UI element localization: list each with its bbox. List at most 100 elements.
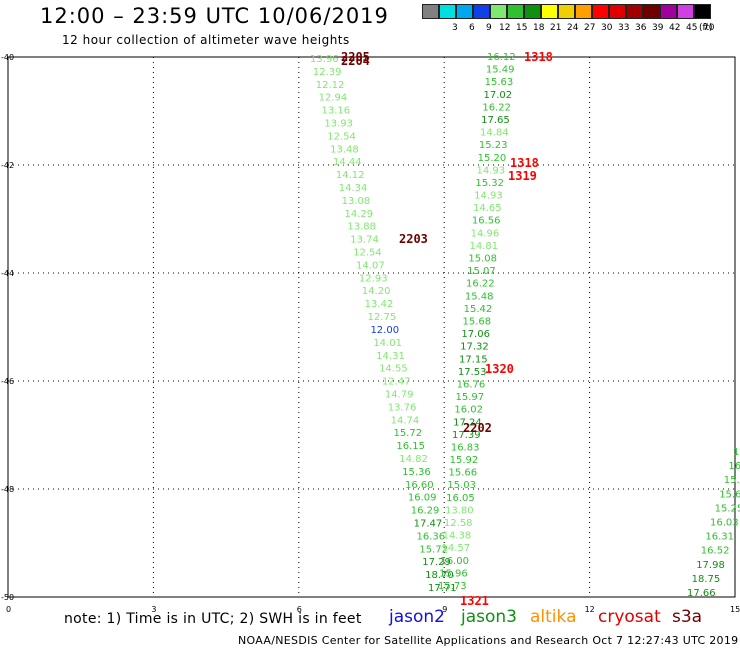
wave-height-value: 14.12 (336, 170, 365, 181)
wave-height-value: 13.16 (322, 106, 351, 117)
scale-tick-label: 42 (669, 23, 681, 33)
scale-tick-label: 15 (516, 23, 528, 33)
pass-number-label: 2204 (341, 54, 370, 68)
wave-height-value: 13.80 (445, 505, 474, 516)
scale-swatch (609, 4, 626, 19)
latitude-tick-label: -48 (1, 485, 14, 494)
wave-height-value: 16.15 (396, 441, 425, 452)
units-note: note: 1) Time is in UTC; 2) SWH is in fe… (64, 611, 362, 627)
wave-height-value: 16.36 (416, 531, 445, 542)
longitude-tick-label: 0 (6, 605, 11, 614)
wave-height-value: 15.23 (479, 140, 508, 151)
wave-height-value: 16.83 (451, 442, 480, 453)
wave-height-value: 16.76 (457, 379, 486, 390)
wave-height-value: 17.15 (459, 354, 488, 365)
pass-number-label: 2203 (399, 232, 428, 246)
scale-tick-label: 39 (652, 23, 664, 33)
wave-height-value: 12.39 (313, 67, 342, 78)
wave-height-value: 16 (728, 461, 740, 472)
wave-height-value: 14.31 (376, 351, 405, 362)
longitude-tick-label: 12 (585, 605, 595, 614)
wave-height-value: 15.48 (465, 291, 494, 302)
wave-height-value: 15.97 (456, 392, 485, 403)
scale-swatch (473, 4, 490, 19)
wave-height-value: 15.07 (467, 266, 496, 277)
wave-height-value: 14.79 (385, 389, 414, 400)
pass-number-label: 2202 (463, 421, 492, 435)
wave-height-value: 13.42 (365, 299, 394, 310)
wave-height-value: 16.12 (487, 52, 516, 63)
latitude-tick-label: -46 (1, 377, 14, 386)
wave-height-value: 15.73 (438, 581, 467, 592)
wave-height-value: 14.57 (442, 543, 471, 554)
scale-swatch (643, 4, 660, 19)
wave-height-value: 12.47 (382, 377, 411, 388)
wave-height-value: 16.05 (446, 493, 475, 504)
latitude-tick-label: -42 (1, 161, 14, 170)
wave-height-value: 15.92 (450, 455, 479, 466)
wave-height-value: 17.53 (458, 367, 487, 378)
pass-number-label: 1319 (508, 169, 537, 183)
wave-height-value: 14.74 (391, 415, 420, 426)
wave-height-value: 14.44 (333, 157, 362, 168)
scale-tick-label: 30 (601, 23, 613, 33)
scale-tick-label: 3 (452, 23, 458, 33)
wave-height-value: 13.93 (324, 119, 353, 130)
wave-height-value: 14.07 (356, 260, 385, 271)
wave-height-value: 13.76 (388, 402, 417, 413)
wave-height-value: 12.54 (327, 131, 356, 142)
scale-swatch (694, 4, 711, 19)
wave-height-value: 12.94 (319, 93, 348, 104)
scale-tick-label: 27 (584, 23, 596, 33)
wave-height-value: 13.48 (330, 144, 359, 155)
scale-swatch (660, 4, 677, 19)
wave-height-value: 12.58 (444, 518, 473, 529)
wave-height-value: 14.55 (379, 364, 408, 375)
wave-height-value: 18.70 (425, 570, 454, 581)
wave-height-value: 17.39 (452, 430, 481, 441)
scale-swatch (575, 4, 592, 19)
latitude-tick-label: -40 (1, 53, 14, 62)
wave-height-value: 12.00 (370, 325, 399, 336)
scale-swatch (422, 4, 439, 19)
wave-height-value: 13.08 (342, 196, 371, 207)
wave-height-value: 15.63 (485, 77, 514, 88)
wave-height-value: 12.12 (316, 80, 345, 91)
pass-number-label: 2205 (341, 50, 370, 64)
wave-height-value: 14.82 (399, 454, 428, 465)
wave-height-value: 17.29 (422, 557, 451, 568)
scale-tick-label: 21 (550, 23, 562, 33)
wave-height-value: 15.96 (439, 568, 468, 579)
latitude-tick-label: -50 (1, 593, 14, 602)
pass-number-label: 1321 (460, 594, 489, 608)
wave-height-value: 15.42 (464, 304, 493, 315)
wave-height-value: 15.49 (486, 65, 515, 76)
wave-height-value: 14.93 (477, 165, 506, 176)
scale-tick-label: 70 (703, 23, 715, 33)
scale-tick-label: 9 (486, 23, 492, 33)
scale-swatch (558, 4, 575, 19)
wave-height-value: 14.29 (345, 209, 374, 220)
wave-height-value: 16.03 (710, 518, 739, 529)
wave-height-value: 18.75 (692, 574, 721, 585)
legend-item-s3a: s3a (672, 607, 703, 627)
wave-height-value: 17.32 (460, 342, 489, 353)
wave-height-value: 13.88 (347, 222, 376, 233)
wave-height-value: 17.71 (428, 583, 457, 594)
wave-height-value: 14.01 (373, 338, 402, 349)
wave-height-value: 15.25 (715, 503, 740, 514)
wave-height-value: 15.72 (393, 428, 422, 439)
wave-height-value: 14.38 (443, 531, 472, 542)
wave-height-value: 17.02 (484, 90, 513, 101)
scale-swatch (592, 4, 609, 19)
scale-swatch (456, 4, 473, 19)
scale-tick-label: 24 (567, 23, 579, 33)
wave-height-value: 13.74 (350, 235, 379, 246)
wave-height-value: 16.31 (705, 532, 734, 543)
legend-item-cryosat: cryosat (598, 607, 661, 627)
wave-height-value: 12.75 (368, 312, 397, 323)
wave-height-value: 15.20 (478, 153, 507, 164)
legend-item-altika: altika (530, 607, 577, 627)
wave-height-value: 17.66 (687, 588, 716, 599)
wave-height-value: 15.72 (419, 544, 448, 555)
